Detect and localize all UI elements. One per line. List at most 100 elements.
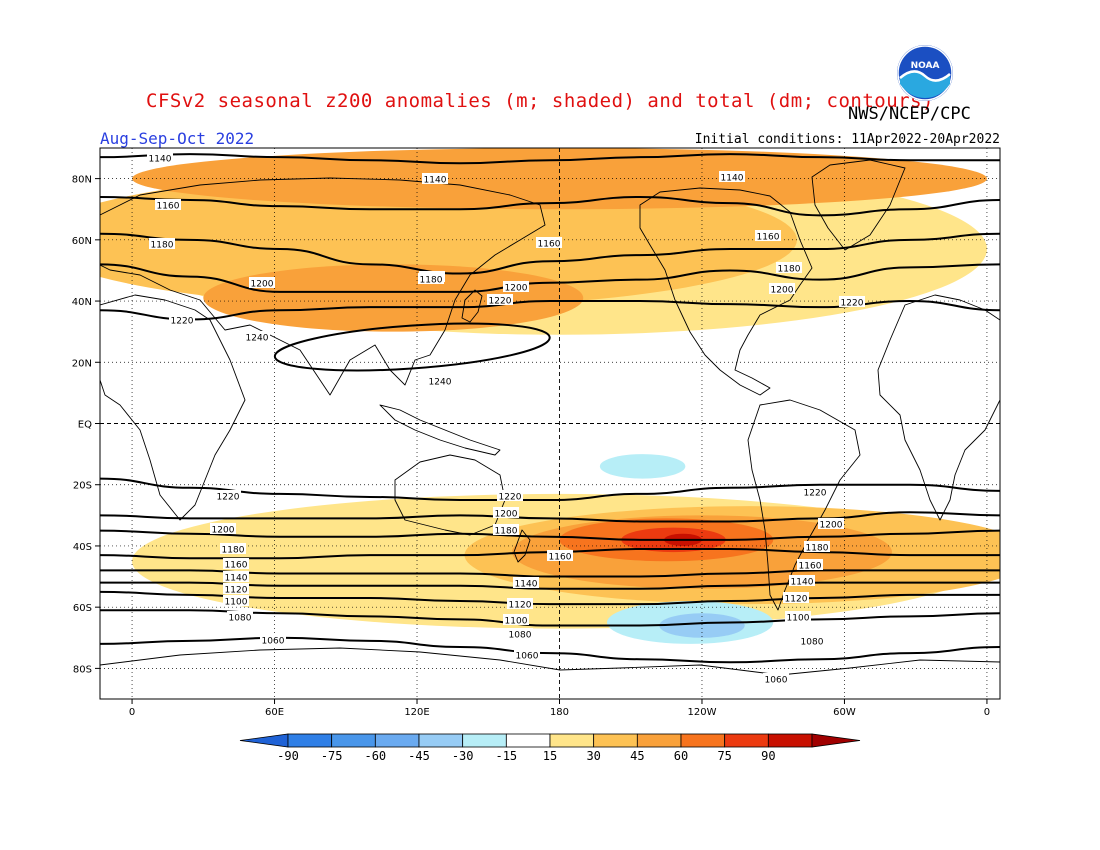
contour-label-1180: 1180 [220, 543, 246, 556]
contour-label-1080: 1080 [799, 635, 825, 648]
svg-text:1180: 1180 [222, 546, 245, 556]
contour-label-1120: 1120 [783, 592, 809, 605]
svg-text:1100: 1100 [225, 598, 248, 608]
lat-label-EQ: EQ [78, 420, 92, 431]
colorbar-swatch-9 [680, 733, 726, 748]
colorbar-label--60: -60 [364, 749, 386, 763]
svg-text:1100: 1100 [787, 614, 810, 624]
svg-text:1180: 1180 [778, 265, 801, 275]
contour-label-1060: 1060 [260, 634, 286, 647]
contour-1200-3 [100, 263, 1000, 293]
svg-text:1080: 1080 [801, 638, 824, 648]
svg-text:1200: 1200 [212, 526, 235, 536]
contour-label-1140: 1140 [147, 152, 173, 165]
contour-1220-5 [100, 477, 1000, 502]
svg-text:1140: 1140 [225, 574, 248, 584]
svg-text:1180: 1180 [495, 527, 518, 537]
contour-label-1140: 1140 [223, 571, 249, 584]
svg-text:1100: 1100 [505, 617, 528, 627]
colorbar-swatch-10 [724, 733, 769, 748]
lat-label-60N: 60N [72, 236, 92, 247]
contour-label-1060: 1060 [514, 649, 540, 662]
svg-text:1180: 1180 [806, 544, 829, 554]
contour-label-1140: 1140 [422, 173, 448, 186]
svg-text:1160: 1160 [538, 240, 561, 250]
svg-text:1160: 1160 [225, 561, 248, 571]
contour-label-1180: 1180 [804, 541, 830, 554]
lon-label-0: 0 [984, 707, 990, 718]
colorbar-swatch-3 [418, 733, 464, 748]
colorbar-label-15: 15 [543, 749, 557, 763]
colorbar-legend: -90 -75 -60 -45 -30 -15 15 30 45 60 75 90 [239, 733, 861, 763]
anomaly-region-45-5 [203, 264, 584, 332]
contour-label-1160: 1160 [223, 558, 249, 571]
svg-text:1140: 1140 [515, 580, 538, 590]
colorbar-high-arrow [811, 733, 861, 748]
contour-1180-7 [100, 529, 1000, 541]
colorbar-swatch-6 [549, 733, 595, 748]
lat-label-20N: 20N [72, 358, 92, 369]
svg-text:1080: 1080 [229, 614, 252, 624]
svg-text:1200: 1200 [505, 284, 528, 294]
svg-text:1220: 1220 [171, 317, 194, 327]
colorbar-label-90: 90 [761, 749, 775, 763]
colorbar-label--45: -45 [408, 749, 430, 763]
colorbar-swatch-5 [505, 733, 551, 748]
contour-label-1080: 1080 [227, 611, 253, 624]
contour-label-1080: 1080 [507, 628, 533, 641]
lat-label-80S: 80S [73, 664, 92, 675]
colorbar-label-45: 45 [630, 749, 644, 763]
svg-text:1240: 1240 [429, 378, 452, 388]
colorbar-label-30: 30 [586, 749, 600, 763]
svg-text:1160: 1160 [799, 562, 822, 572]
lon-label-120E: 120E [404, 707, 429, 718]
season-label: Aug-Sep-Oct 2022 [100, 129, 255, 148]
svg-text:1120: 1120 [509, 601, 532, 611]
contour-label-1220: 1220 [215, 490, 241, 503]
contour-label-1220: 1220 [497, 490, 523, 503]
svg-text:1240: 1240 [246, 334, 269, 344]
lon-label-120W: 120W [687, 707, 716, 718]
colorbar-swatch-11 [767, 733, 813, 748]
colorbar-label--15: -15 [495, 749, 517, 763]
svg-text:1220: 1220 [804, 489, 827, 499]
contour-label-1220: 1220 [169, 314, 195, 327]
agency-credit: NWS/NCEP/CPC [848, 104, 971, 124]
svg-text:1200: 1200 [771, 286, 794, 296]
contour-label-1140: 1140 [513, 577, 539, 590]
contour-label-1220: 1220 [839, 296, 865, 309]
colorbar-label-60: 60 [674, 749, 688, 763]
contour-label-1160: 1160 [155, 199, 181, 212]
svg-text:1200: 1200 [820, 521, 843, 531]
contour-label-1160: 1160 [547, 550, 573, 563]
contour-label-1120: 1120 [507, 598, 533, 611]
svg-text:1140: 1140 [791, 578, 814, 588]
contour-1140-0 [100, 153, 1000, 165]
lon-label-60W: 60W [833, 707, 856, 718]
contour-label-1220: 1220 [802, 486, 828, 499]
colorbar-label-75: 75 [717, 749, 731, 763]
svg-text:1120: 1120 [785, 595, 808, 605]
lat-label-80N: 80N [72, 175, 92, 186]
svg-text:1160: 1160 [757, 233, 780, 243]
svg-text:1220: 1220 [499, 493, 522, 503]
svg-text:1120: 1120 [225, 586, 248, 596]
colorbar-swatch-1 [331, 733, 376, 748]
contour-1060-13 [100, 636, 1000, 664]
lat-label-40S: 40S [73, 542, 92, 553]
contour-label-1160: 1160 [536, 237, 562, 250]
map-title: CFSv2 seasonal z200 anomalies (m; shaded… [146, 90, 934, 112]
lat-label-40N: 40N [72, 297, 92, 308]
svg-text:1160: 1160 [157, 202, 180, 212]
svg-text:1060: 1060 [765, 676, 788, 686]
contour-label-1200: 1200 [769, 283, 795, 296]
contour-1200-6 [100, 511, 1000, 523]
svg-text:1220: 1220 [841, 299, 864, 309]
contour-label-1200: 1200 [503, 281, 529, 294]
svg-text:1200: 1200 [495, 510, 518, 520]
svg-text:1140: 1140 [424, 176, 447, 186]
contour-1160-1 [100, 195, 1000, 217]
svg-text:1140: 1140 [149, 155, 172, 165]
colorbar-label--75: -75 [321, 749, 343, 763]
